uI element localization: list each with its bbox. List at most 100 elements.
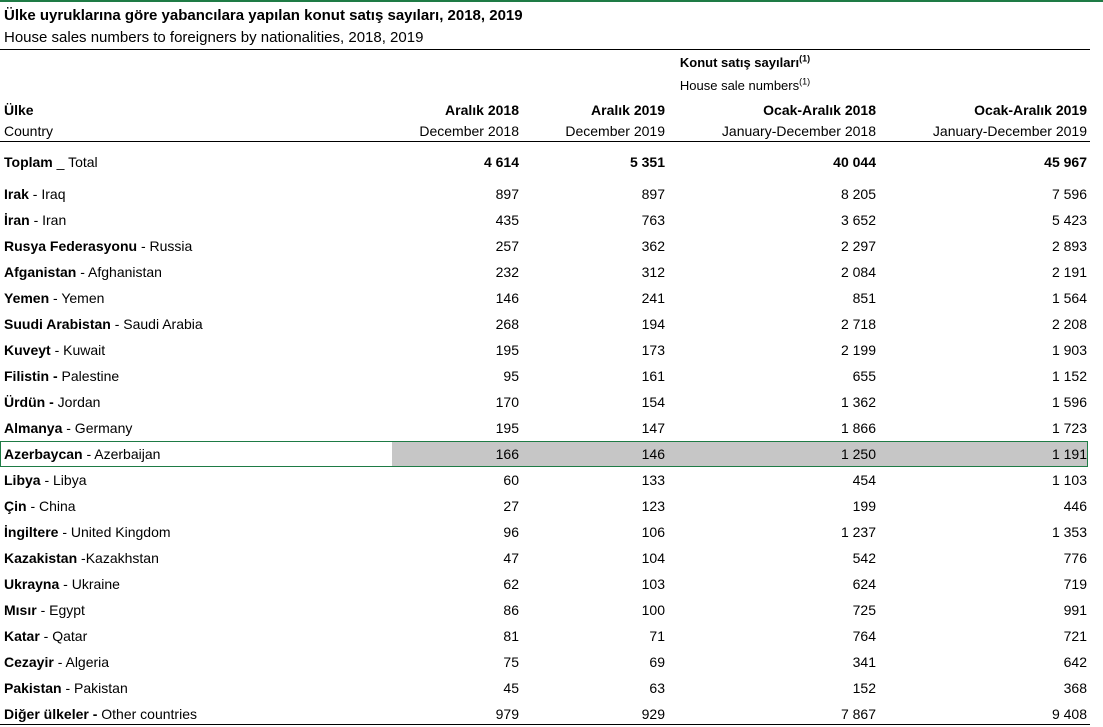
cell: 40 044	[833, 154, 876, 170]
cell: 341	[852, 654, 876, 670]
column-header-en: December 2018	[419, 123, 519, 139]
country-tr: Irak	[4, 186, 29, 202]
cell: 655	[852, 368, 876, 384]
column-header: Aralık 2018	[445, 102, 519, 118]
cell: 232	[495, 264, 519, 280]
cell: 897	[495, 186, 519, 202]
column-header: Ocak-Aralık 2019	[974, 102, 1087, 118]
column-header: Ocak-Aralık 2018	[763, 102, 876, 118]
cell: 104	[641, 550, 665, 566]
cell: 1 191	[1051, 446, 1087, 462]
cell: 75	[503, 654, 519, 670]
country: Rusya Federasyonu - Russia	[4, 237, 192, 255]
country-tr: Suudi Arabistan	[4, 316, 111, 332]
cell: 719	[1063, 576, 1087, 592]
country-tr: Kuveyt	[4, 342, 51, 358]
cell: 624	[852, 576, 876, 592]
country: İngiltere - United Kingdom	[4, 523, 171, 541]
cell: 71	[649, 628, 665, 644]
cell: 642	[1063, 654, 1087, 670]
cell: 1 903	[1051, 342, 1087, 358]
cell: 1 362	[840, 394, 876, 410]
country-en: - Kuwait	[50, 342, 106, 358]
country-en: - Algeria	[53, 654, 110, 670]
cell: 173	[641, 342, 665, 358]
rule	[0, 141, 1090, 142]
country: İran - Iran	[4, 211, 66, 229]
cell: 1 564	[1051, 290, 1087, 306]
country: Kazakistan -Kazakhstan	[4, 549, 159, 567]
rule	[0, 724, 1090, 725]
cell: 60	[503, 472, 519, 488]
column-header: Aralık 2019	[591, 102, 665, 118]
cell: 1 723	[1051, 420, 1087, 436]
country-en: -Kazakhstan	[77, 550, 159, 566]
country-tr: Ukrayna	[4, 576, 60, 592]
cell: 1 250	[840, 446, 876, 462]
column-header-en: December 2019	[565, 123, 665, 139]
country-tr: Yemen	[4, 290, 50, 306]
country: Toplam _ Total	[4, 153, 98, 171]
cell: 152	[852, 680, 876, 696]
country-en: - Azerbaijan	[82, 446, 161, 462]
cell: 721	[1063, 628, 1087, 644]
country-tr: Libya	[4, 472, 41, 488]
country-tr: Diğer ülkeler -	[4, 706, 98, 722]
country-en: - Iraq	[28, 186, 66, 202]
cell: 5 351	[629, 154, 665, 170]
cell: 95	[503, 368, 519, 384]
country-tr: Mısır	[4, 602, 37, 618]
cell: 154	[641, 394, 665, 410]
title: Ülke uyruklarına göre yabancılara yapıla…	[4, 7, 523, 24]
country-tr: Cezayir	[4, 654, 54, 670]
cell: 446	[1063, 498, 1087, 514]
group-en: House sale numbers	[679, 78, 800, 93]
cell: 763	[641, 212, 665, 228]
cell: 1 237	[840, 524, 876, 540]
country: Yemen - Yemen	[4, 289, 104, 307]
country-header: Ülke	[4, 102, 34, 118]
country: Pakistan - Pakistan	[4, 679, 128, 697]
country: Kuveyt - Kuwait	[4, 341, 105, 359]
cell: 123	[641, 498, 665, 514]
cell: 96	[503, 524, 519, 540]
country-tr: Rusya Federasyonu	[4, 238, 138, 254]
country-en: - Germany	[62, 420, 133, 436]
cell: 195	[495, 342, 519, 358]
country-en: Other countries	[97, 706, 197, 722]
cell: 2 208	[1051, 316, 1087, 332]
cell: 7 596	[1051, 186, 1087, 202]
country: Libya - Libya	[4, 471, 87, 489]
group-header: Konut satış sayıları(1)	[0, 54, 1103, 72]
cell: 170	[495, 394, 519, 410]
cell: 1 152	[1051, 368, 1087, 384]
note: (1)	[799, 53, 811, 64]
cell: 542	[852, 550, 876, 566]
country-tr: Kazakistan	[4, 550, 78, 566]
cell: 1 103	[1051, 472, 1087, 488]
country-tr: Azerbaycan	[4, 446, 83, 462]
country-en: - Qatar	[39, 628, 88, 644]
column-header-en: January-December 2019	[932, 123, 1087, 139]
country-tr: Almanya	[4, 420, 63, 436]
cell: 45	[503, 680, 519, 696]
country: Almanya - Germany	[4, 419, 132, 437]
cell: 764	[852, 628, 876, 644]
country-en: - Ukraine	[59, 576, 120, 592]
cell: 1 866	[840, 420, 876, 436]
cell: 312	[641, 264, 665, 280]
subtitle: House sales numbers to foreigners by nat…	[4, 29, 424, 46]
cell: 2 199	[840, 342, 876, 358]
cell: 991	[1063, 602, 1087, 618]
cell: 81	[503, 628, 519, 644]
cell: 106	[641, 524, 665, 540]
country: Katar - Qatar	[4, 627, 87, 645]
country-en: _ Total	[52, 154, 98, 170]
cell: 362	[641, 238, 665, 254]
cell: 133	[641, 472, 665, 488]
country: Afganistan - Afghanistan	[4, 263, 162, 281]
group-header-en: House sale numbers(1)	[0, 77, 1103, 95]
cell: 45 967	[1044, 154, 1087, 170]
cell: 195	[495, 420, 519, 436]
